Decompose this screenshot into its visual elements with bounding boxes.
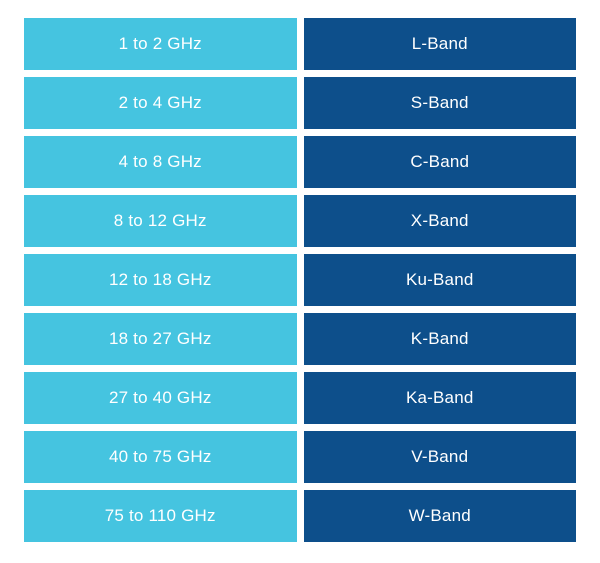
band-name-cell: Ka-Band [304,372,577,424]
frequency-range-cell: 40 to 75 GHz [24,431,297,483]
table-row: 27 to 40 GHz Ka-Band [24,372,576,424]
frequency-band-table: 1 to 2 GHz L-Band 2 to 4 GHz S-Band 4 to… [24,18,576,542]
band-name-cell: K-Band [304,313,577,365]
band-name-cell: C-Band [304,136,577,188]
table-row: 8 to 12 GHz X-Band [24,195,576,247]
band-name-cell: Ku-Band [304,254,577,306]
table-row: 18 to 27 GHz K-Band [24,313,576,365]
frequency-range-cell: 8 to 12 GHz [24,195,297,247]
frequency-range-cell: 2 to 4 GHz [24,77,297,129]
table-row: 12 to 18 GHz Ku-Band [24,254,576,306]
table-row: 2 to 4 GHz S-Band [24,77,576,129]
table-row: 40 to 75 GHz V-Band [24,431,576,483]
frequency-range-cell: 27 to 40 GHz [24,372,297,424]
table-row: 1 to 2 GHz L-Band [24,18,576,70]
band-name-cell: V-Band [304,431,577,483]
frequency-range-cell: 1 to 2 GHz [24,18,297,70]
table-row: 75 to 110 GHz W-Band [24,490,576,542]
frequency-range-cell: 4 to 8 GHz [24,136,297,188]
frequency-range-cell: 75 to 110 GHz [24,490,297,542]
band-name-cell: W-Band [304,490,577,542]
band-name-cell: S-Band [304,77,577,129]
band-name-cell: X-Band [304,195,577,247]
table-row: 4 to 8 GHz C-Band [24,136,576,188]
frequency-range-cell: 12 to 18 GHz [24,254,297,306]
frequency-range-cell: 18 to 27 GHz [24,313,297,365]
band-name-cell: L-Band [304,18,577,70]
